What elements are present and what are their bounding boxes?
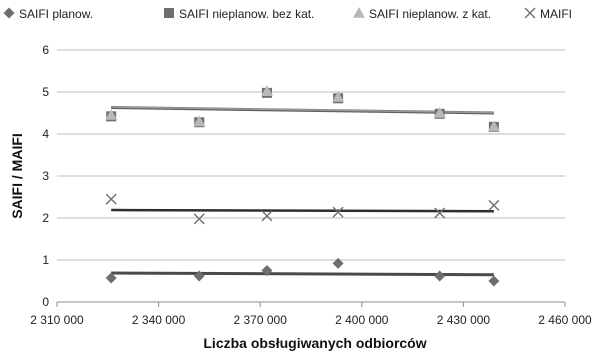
trendlines	[111, 106, 494, 277]
y-tick-label: 1	[42, 253, 49, 267]
legend-label: SAIFI planow.	[19, 7, 93, 21]
x-tick-label: 2 430 000	[437, 313, 491, 327]
gridlines	[57, 49, 565, 261]
x-tick-label: 2 310 000	[30, 313, 84, 327]
legend-marker-x	[524, 7, 536, 19]
legend-marker-triangle	[353, 7, 365, 18]
data-point-diamond	[434, 270, 446, 282]
y-tick-label: 4	[42, 127, 49, 141]
data-point-x	[332, 206, 344, 218]
data-point-triangle	[193, 115, 206, 127]
x-axis-title: Liczba obsługiwanych odbiorców	[203, 335, 426, 351]
data-point-x	[488, 199, 500, 211]
legend-item: MAIFI	[524, 7, 572, 21]
legend-label: SAIFI nieplanow. bez kat.	[179, 7, 314, 21]
trendline-triangle	[111, 106, 494, 114]
x-tick-label: 2 400 000	[335, 313, 389, 327]
y-tick-label: 3	[42, 169, 49, 183]
x-tick-label: 2 460 000	[538, 313, 592, 327]
data-point-triangle	[105, 109, 118, 120]
legend-label: MAIFI	[540, 7, 572, 21]
data-point-x	[261, 210, 273, 222]
data-point-x	[105, 193, 117, 205]
data-point-diamond	[193, 270, 205, 282]
legend-marker-diamond	[3, 7, 15, 19]
data-point-triangle	[332, 91, 345, 102]
axes: 0 1 2 3 4 5 6 2 310 000 2 340 000 2 370 000 2 400 …	[30, 43, 592, 327]
legend-item: SAIFI nieplanow. bez kat.	[164, 7, 314, 21]
data-point-diamond	[105, 272, 117, 284]
x-tick-label: 2 340 000	[132, 313, 186, 327]
data-point-triangle	[433, 107, 446, 118]
data-point-diamond	[332, 257, 344, 269]
legend-label: SAIFI nieplanow. z kat.	[369, 7, 491, 21]
trendline-x	[111, 208, 494, 213]
legend-item: SAIFI nieplanow. z kat.	[353, 7, 491, 21]
data-point-x	[193, 213, 205, 225]
data-points	[105, 85, 500, 287]
y-tick-label: 0	[42, 295, 49, 309]
legend: SAIFI planow. SAIFI nieplanow. bez kat. SA…	[3, 7, 572, 21]
legend-item: SAIFI planow.	[3, 7, 93, 21]
y-axis-title: SAIFI / MAIFI	[9, 133, 25, 219]
legend-marker-square	[164, 8, 174, 18]
data-point-x	[434, 207, 446, 219]
x-tick-label: 2 370 000	[234, 313, 288, 327]
trendline-diamond	[111, 271, 494, 277]
y-tick-label: 5	[42, 85, 49, 99]
y-tick-label: 6	[42, 43, 49, 57]
data-point-diamond	[261, 265, 273, 276]
data-point-triangle	[487, 120, 500, 132]
data-point-triangle	[260, 85, 273, 96]
y-tick-label: 2	[42, 211, 49, 225]
data-point-diamond	[488, 275, 500, 287]
